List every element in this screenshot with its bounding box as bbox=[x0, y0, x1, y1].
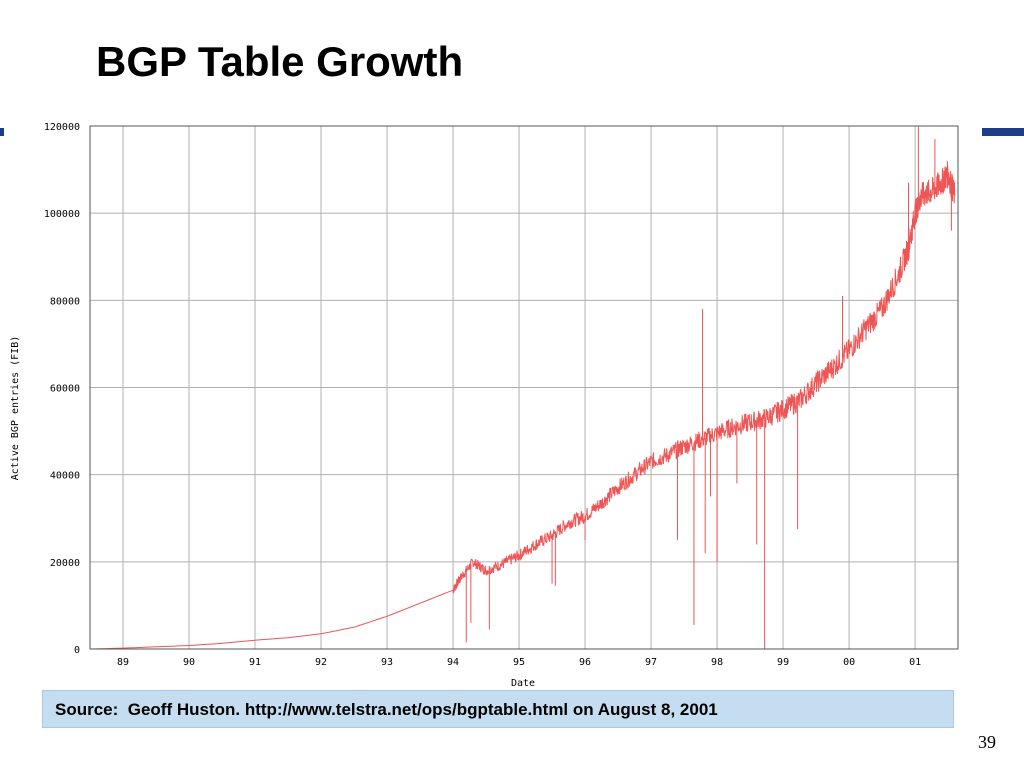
x-tick-label: 93 bbox=[381, 657, 393, 668]
x-tick-label: 91 bbox=[249, 657, 261, 668]
x-tick-label: 97 bbox=[645, 657, 657, 668]
x-tick-label: 01 bbox=[909, 657, 921, 668]
x-tick-label: 99 bbox=[777, 657, 789, 668]
x-axis-label: Date bbox=[511, 678, 535, 689]
y-tick-label: 120000 bbox=[44, 122, 80, 133]
x-tick-label: 95 bbox=[513, 657, 525, 668]
y-tick-label: 80000 bbox=[50, 296, 80, 307]
slide-title: BGP Table Growth bbox=[96, 38, 464, 85]
source-citation: Source: Geoff Huston. http://www.telstra… bbox=[55, 700, 718, 719]
y-tick-label: 40000 bbox=[50, 471, 80, 482]
series-line-bgp-entries bbox=[89, 161, 956, 650]
x-tick-label: 92 bbox=[315, 657, 327, 668]
x-tick-label: 89 bbox=[117, 657, 129, 668]
accent-bar-right bbox=[982, 128, 1024, 136]
accent-bar-left bbox=[0, 128, 4, 136]
y-tick-label: 20000 bbox=[50, 558, 80, 569]
y-tick-label: 100000 bbox=[44, 209, 80, 220]
y-tick-label: 0 bbox=[74, 645, 80, 656]
plot-frame bbox=[89, 125, 959, 650]
bgp-growth-chart: 0 20000 40000 60000 80000 100000 120000 89 90 91 9… bbox=[10, 122, 959, 689]
y-tick-label: 60000 bbox=[50, 384, 80, 395]
x-tick-label: 98 bbox=[711, 657, 723, 668]
x-tick-label: 00 bbox=[843, 657, 855, 668]
chart-series bbox=[89, 126, 956, 650]
x-tick-label: 94 bbox=[447, 657, 459, 668]
page-number: 39 bbox=[978, 732, 996, 752]
source-box: Source: Geoff Huston. http://www.telstra… bbox=[42, 690, 954, 728]
x-tick-label: 96 bbox=[579, 657, 591, 668]
y-axis-label: Active BGP entries (FIB) bbox=[10, 336, 21, 481]
x-tick-label: 90 bbox=[183, 657, 195, 668]
chart-grid bbox=[90, 125, 958, 650]
chart-axes: 0 20000 40000 60000 80000 100000 120000 89 90 91 9… bbox=[44, 122, 959, 668]
